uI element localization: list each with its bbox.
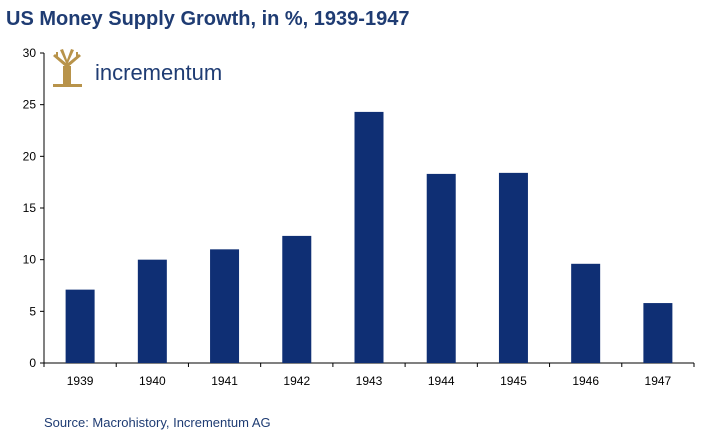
bar-1944 xyxy=(426,173,456,363)
y-tick-label: 25 xyxy=(23,98,37,112)
y-tick-label: 10 xyxy=(23,253,37,267)
x-tick-label: 1946 xyxy=(572,374,599,388)
bar-1942 xyxy=(282,235,312,363)
x-tick-label: 1942 xyxy=(283,374,310,388)
bar-1940 xyxy=(137,259,167,363)
bar-1939 xyxy=(65,289,95,363)
bars xyxy=(65,111,673,364)
bar-1947 xyxy=(643,303,673,363)
logo-wordmark: incrementum xyxy=(95,60,222,85)
logo: incrementum xyxy=(53,49,222,87)
x-tick-label: 1941 xyxy=(211,374,238,388)
chart-title: US Money Supply Growth, in %, 1939-1947 xyxy=(6,8,410,30)
bar-1941 xyxy=(210,249,240,363)
x-tick-label: 1940 xyxy=(139,374,166,388)
source-note: Source: Macrohistory, Incrementum AG xyxy=(44,415,271,430)
x-tick-label: 1939 xyxy=(67,374,94,388)
bar-1943 xyxy=(354,111,384,364)
bar-1946 xyxy=(571,263,601,363)
x-tick-label: 1945 xyxy=(500,374,527,388)
labels: 0 5 10 15 20 25 30 1939 1940 1941 1942 1943 1944 1945… xyxy=(23,46,672,388)
x-tick-label: 1943 xyxy=(356,374,383,388)
x-tick-label: 1947 xyxy=(645,374,672,388)
x-tick-label: 1944 xyxy=(428,374,455,388)
y-tick-label: 0 xyxy=(29,356,36,370)
y-tick-label: 15 xyxy=(23,201,37,215)
bar-1945 xyxy=(498,172,528,363)
y-tick-label: 30 xyxy=(23,46,37,60)
tree-logo-icon xyxy=(53,49,82,87)
y-tick-label: 20 xyxy=(23,149,37,163)
y-tick-label: 5 xyxy=(29,304,36,318)
